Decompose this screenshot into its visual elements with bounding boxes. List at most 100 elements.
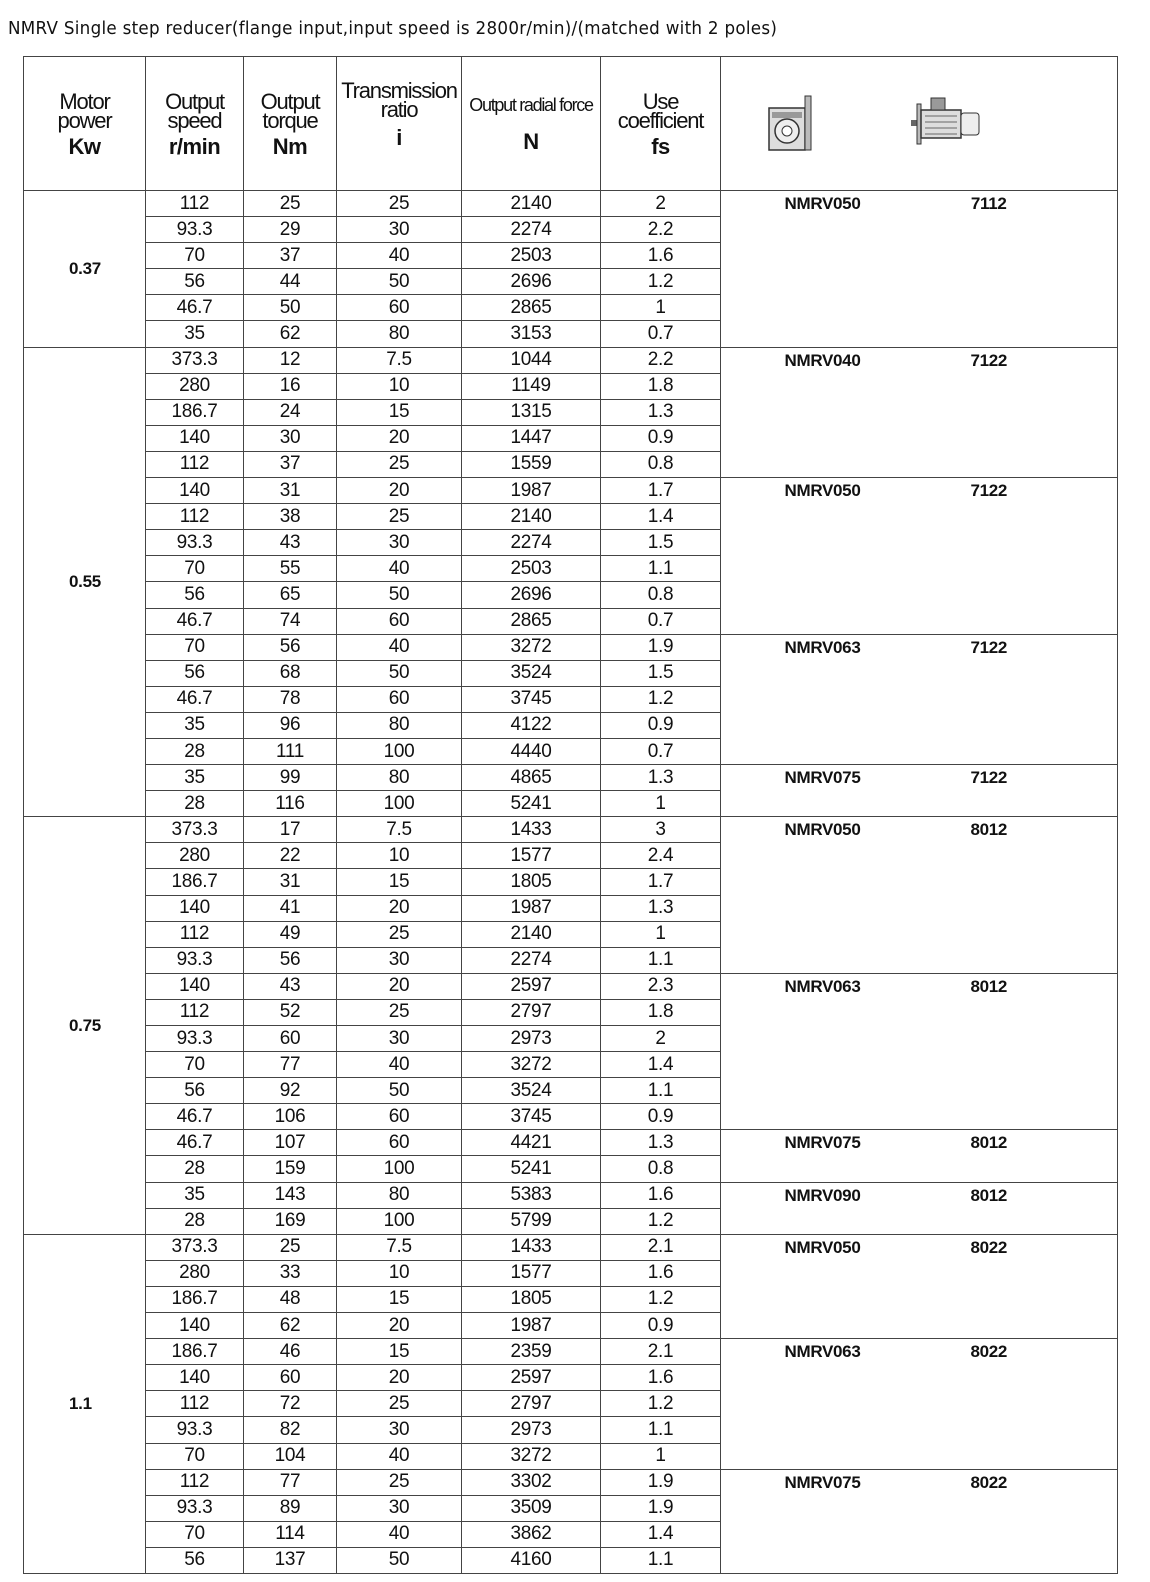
output-torque-cell: 56: [243, 633, 337, 661]
reducer-model-cell: NMRV090: [720, 1181, 861, 1235]
output-torque-cell: 111: [243, 737, 337, 766]
transmission-ratio-cell: 20: [336, 894, 462, 922]
motor-model-cell: 8022: [860, 1233, 1119, 1340]
output-torque-cell: 33: [243, 1259, 337, 1287]
output-torque-cell: 55: [243, 555, 337, 583]
use-coefficient-cell: 2.3: [600, 972, 721, 1000]
radial-force-cell: 4160: [461, 1546, 601, 1574]
transmission-ratio-cell: 40: [336, 1051, 462, 1079]
output-torque-cell: 31: [243, 868, 337, 896]
use-coefficient-cell: 0.8: [600, 1155, 721, 1183]
use-coefficient-cell: 1.8: [600, 372, 721, 400]
use-coefficient-cell: 1.1: [600, 1416, 721, 1444]
transmission-ratio-cell: 30: [336, 1024, 462, 1053]
table-row: 186.7 31 15 1805 1.7: [24, 868, 1118, 896]
reducer-selection-table: Motor power Kw Output speed r/min Output torq…: [23, 56, 1119, 1574]
radial-force-cell: 3272: [461, 633, 601, 661]
output-torque-cell: 52: [243, 998, 337, 1027]
header-output-speed: Output speed r/min: [145, 56, 244, 191]
table-row: 93.3 82 30 2973 1.1: [24, 1416, 1118, 1444]
table-row: 1.1 373.3 25 7.5 1433 2.1 NMRV050 8022: [23, 1233, 1119, 1574]
output-torque-cell: 107: [243, 1129, 337, 1157]
radial-force-cell: 1315: [461, 398, 601, 426]
output-torque-cell: 46: [243, 1338, 337, 1366]
output-torque-cell: 62: [243, 320, 337, 348]
use-coefficient-cell: 1.5: [600, 529, 721, 557]
transmission-ratio-cell: 60: [336, 1129, 462, 1157]
table-row: 0.75 373.3 17 7.5 1433 3 NMRV050 8012: [23, 816, 1119, 1235]
output-torque-cell: 104: [243, 1442, 337, 1470]
transmission-ratio-cell: 20: [336, 424, 462, 452]
output-speed-cell: 112: [145, 503, 244, 531]
output-speed-cell: 280: [145, 842, 244, 870]
radial-force-cell: 1987: [461, 477, 601, 505]
output-torque-cell: 43: [243, 529, 337, 557]
table-row: 56 68 50 3524 1.5: [24, 659, 1118, 687]
table-row: 70 104 40 3272 1: [24, 1442, 1118, 1470]
output-speed-cell: 46.7: [145, 1103, 244, 1131]
output-torque-cell: 12: [243, 346, 337, 374]
transmission-ratio-cell: 80: [336, 764, 462, 792]
output-torque-cell: 106: [243, 1103, 337, 1131]
use-coefficient-cell: 0.9: [600, 424, 721, 452]
table-row: 186.7 46 15 2359 2.1 NMRV063 8022: [24, 1338, 1119, 1470]
output-speed-cell: 70: [145, 1051, 244, 1079]
output-speed-cell: 93.3: [145, 1416, 244, 1444]
output-speed-cell: 93.3: [145, 1494, 244, 1522]
output-speed-cell: 112: [145, 1390, 244, 1418]
radial-force-cell: 5799: [461, 1207, 601, 1235]
output-torque-cell: 43: [243, 972, 337, 1000]
use-coefficient-cell: 1.9: [600, 633, 721, 661]
use-coefficient-cell: 1.3: [600, 1129, 721, 1157]
transmission-ratio-cell: 30: [336, 216, 462, 244]
use-coefficient-cell: 1.2: [600, 685, 721, 713]
output-torque-cell: 92: [243, 1077, 337, 1105]
output-speed-cell: 140: [145, 424, 244, 452]
table-row: 112 49 25 2140 1: [24, 920, 1118, 948]
header-use-coefficient: Use coefficient fs: [600, 56, 721, 191]
output-torque-cell: 25: [243, 189, 337, 218]
use-coefficient-cell: 1.6: [600, 1181, 721, 1209]
transmission-ratio-cell: 60: [336, 294, 462, 322]
output-speed-cell: 35: [145, 711, 244, 739]
radial-force-cell: 1577: [461, 842, 601, 870]
reducer-model-cell: NMRV050: [720, 477, 861, 635]
output-speed-cell: 35: [145, 1181, 244, 1209]
transmission-ratio-cell: 30: [336, 529, 462, 557]
output-torque-cell: 72: [243, 1390, 337, 1418]
use-coefficient-cell: 1.1: [600, 555, 721, 583]
radial-force-cell: 2865: [461, 607, 601, 635]
use-coefficient-cell: 1: [600, 1442, 721, 1470]
transmission-ratio-cell: 7.5: [336, 816, 462, 844]
radial-force-cell: 3302: [461, 1468, 601, 1496]
radial-force-cell: 4440: [461, 737, 601, 766]
use-coefficient-cell: 1: [600, 920, 721, 948]
output-torque-cell: 22: [243, 842, 337, 870]
use-coefficient-cell: 0.9: [600, 711, 721, 739]
use-coefficient-cell: 1.1: [600, 1546, 721, 1574]
output-speed-cell: 70: [145, 1520, 244, 1548]
output-speed-cell: 28: [145, 1155, 244, 1183]
output-torque-cell: 99: [243, 764, 337, 792]
use-coefficient-cell: 1.4: [600, 1520, 721, 1548]
table-row: 35 96 80 4122 0.9: [24, 711, 1118, 739]
transmission-ratio-cell: 20: [336, 1312, 462, 1340]
use-coefficient-cell: 1.7: [600, 868, 721, 896]
table-row: 93.3 56 30 2274 1.1: [24, 946, 1118, 974]
output-torque-cell: 49: [243, 920, 337, 948]
motor-power-cell: 0.37: [23, 190, 146, 348]
reducer-model-cell: NMRV040: [720, 346, 861, 479]
radial-force-cell: 1805: [461, 868, 601, 896]
use-coefficient-cell: 2.4: [600, 842, 721, 870]
radial-force-cell: 3745: [461, 1103, 601, 1131]
output-torque-cell: 74: [243, 607, 337, 635]
transmission-ratio-cell: 60: [336, 1103, 462, 1131]
radial-force-cell: 2503: [461, 242, 601, 270]
use-coefficient-cell: 1.2: [600, 1207, 721, 1235]
reducer-model-cell: NMRV075: [720, 1129, 861, 1183]
transmission-ratio-cell: 80: [336, 1181, 462, 1209]
transmission-ratio-cell: 80: [336, 320, 462, 348]
output-speed-cell: 28: [145, 737, 244, 766]
use-coefficient-cell: 2.1: [600, 1338, 721, 1366]
header-images: [719, 56, 1119, 191]
